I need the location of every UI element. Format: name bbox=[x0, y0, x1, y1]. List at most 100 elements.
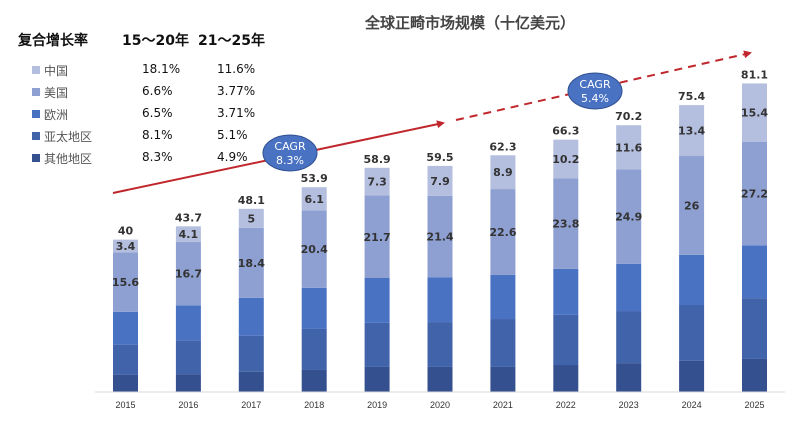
bar-segment bbox=[301, 287, 327, 329]
total-data-label: 48.1 bbox=[238, 194, 265, 207]
bar-segment bbox=[490, 274, 516, 320]
x-tick-label: 2016 bbox=[178, 400, 198, 410]
growth-value-15-20: 8.3% bbox=[142, 150, 173, 164]
growth-value-15-20: 6.5% bbox=[142, 106, 173, 120]
bar-segment bbox=[427, 277, 453, 323]
x-tick-label: 2021 bbox=[493, 400, 513, 410]
legend-label: 欧洲 bbox=[44, 108, 69, 122]
segment-data-label: 7.9 bbox=[430, 175, 450, 188]
bar-segment bbox=[238, 297, 264, 336]
segment-data-label: 27.2 bbox=[741, 188, 768, 201]
segment-data-label: 23.8 bbox=[552, 218, 579, 231]
bar-segment bbox=[301, 210, 327, 288]
legend-label: 美国 bbox=[44, 86, 69, 100]
bar-segment bbox=[113, 311, 138, 345]
growth-value-15-20: 8.1% bbox=[142, 128, 173, 142]
bar-segment bbox=[553, 139, 579, 179]
bar-segment bbox=[301, 369, 327, 392]
bar-segment bbox=[175, 305, 201, 341]
growth-value-15-20: 6.6% bbox=[142, 84, 173, 98]
legend-swatch-china bbox=[32, 66, 40, 74]
growth-value-21-25: 4.9% bbox=[217, 150, 248, 164]
bar-segment bbox=[427, 165, 453, 196]
total-data-label: 66.3 bbox=[552, 125, 579, 138]
bar-segment bbox=[679, 156, 705, 255]
bar-segment bbox=[490, 189, 516, 275]
bar-segment bbox=[113, 374, 138, 392]
total-data-label: 43.7 bbox=[175, 211, 202, 224]
x-tick-label: 2023 bbox=[619, 400, 639, 410]
cagr-value: 8.3% bbox=[276, 154, 304, 167]
cagr-badge bbox=[567, 72, 623, 110]
bar-segment bbox=[175, 340, 201, 375]
bar-segment bbox=[364, 278, 390, 323]
bar-segment bbox=[364, 322, 390, 367]
x-tick-label: 2024 bbox=[682, 400, 702, 410]
legend-label: 中国 bbox=[44, 64, 69, 78]
segment-data-label: 16.7 bbox=[175, 268, 202, 281]
cagr-label: CAGR bbox=[274, 140, 306, 153]
bar-segment bbox=[175, 374, 201, 392]
segment-data-label: 22.6 bbox=[489, 226, 516, 239]
bar-segment bbox=[113, 252, 138, 312]
total-data-label: 58.9 bbox=[364, 153, 391, 166]
bar-segment bbox=[553, 268, 579, 315]
chart-title: 全球正畸市场规模（十亿美元） bbox=[364, 14, 575, 32]
bar-segment bbox=[301, 328, 327, 370]
segment-data-label: 7.3 bbox=[367, 176, 387, 189]
bar-segment bbox=[742, 245, 767, 299]
bar-segment bbox=[616, 263, 642, 312]
cagr-badge bbox=[262, 134, 318, 172]
bar-segment bbox=[238, 227, 264, 298]
total-data-label: 70.2 bbox=[615, 110, 642, 123]
bar-segment bbox=[490, 155, 516, 190]
growth-table-col1: 15～20年 bbox=[122, 33, 189, 49]
bar-segment bbox=[364, 167, 390, 196]
bar-segment bbox=[679, 304, 705, 361]
bar-segment bbox=[364, 366, 390, 392]
bars-group: 15.6 3.4 40 16.7 4.1 43.7 18.4 5 48.1 20.4 6.1 53.9… bbox=[112, 68, 768, 392]
bar-segment bbox=[238, 335, 264, 372]
cagr-label: CAGR bbox=[579, 78, 611, 91]
legend-label: 其他地区 bbox=[44, 152, 93, 166]
cagr-value: 5.4% bbox=[581, 92, 609, 105]
segment-data-label: 6.1 bbox=[304, 193, 324, 206]
x-tick-label: 2020 bbox=[430, 400, 450, 410]
x-tick-label: 2015 bbox=[115, 400, 135, 410]
segment-data-label: 18.4 bbox=[238, 257, 265, 270]
bar-segment bbox=[490, 319, 516, 367]
bar-segment bbox=[742, 358, 767, 392]
segment-data-label: 15.4 bbox=[741, 107, 768, 120]
bar-segment bbox=[427, 322, 453, 367]
x-tick-label: 2022 bbox=[556, 400, 576, 410]
segment-data-label: 10.2 bbox=[552, 153, 579, 166]
bar-segment bbox=[175, 226, 201, 242]
segment-data-label: 13.4 bbox=[678, 125, 705, 138]
bar-segment bbox=[553, 314, 579, 366]
growth-value-21-25: 11.6% bbox=[217, 62, 256, 76]
bar-segment bbox=[616, 169, 642, 264]
segment-data-label: 21.4 bbox=[426, 231, 453, 244]
bar-segment bbox=[364, 195, 390, 278]
bar-segment bbox=[238, 208, 264, 228]
total-data-label: 40 bbox=[118, 225, 134, 238]
total-data-label: 59.5 bbox=[426, 151, 453, 164]
growth-value-21-25: 5.1% bbox=[217, 128, 248, 142]
bar-segment bbox=[742, 298, 767, 359]
bar-segment bbox=[427, 195, 453, 278]
total-data-label: 75.4 bbox=[678, 90, 705, 103]
legend-label: 亚太地区 bbox=[44, 130, 93, 144]
growth-value-15-20: 18.1% bbox=[142, 62, 181, 76]
segment-data-label: 11.6 bbox=[615, 141, 642, 154]
segment-data-label: 26 bbox=[684, 199, 700, 212]
growth-value-21-25: 3.77% bbox=[217, 84, 256, 98]
growth-table-col2: 21～25年 bbox=[198, 33, 265, 49]
legend-swatch-apac bbox=[32, 132, 40, 140]
segment-data-label: 21.7 bbox=[364, 231, 391, 244]
segment-data-label: 4.1 bbox=[179, 228, 199, 241]
bar-segment bbox=[113, 344, 138, 375]
segment-data-label: 20.4 bbox=[301, 243, 328, 256]
bar-segment bbox=[616, 125, 642, 170]
total-data-label: 62.3 bbox=[489, 140, 516, 153]
